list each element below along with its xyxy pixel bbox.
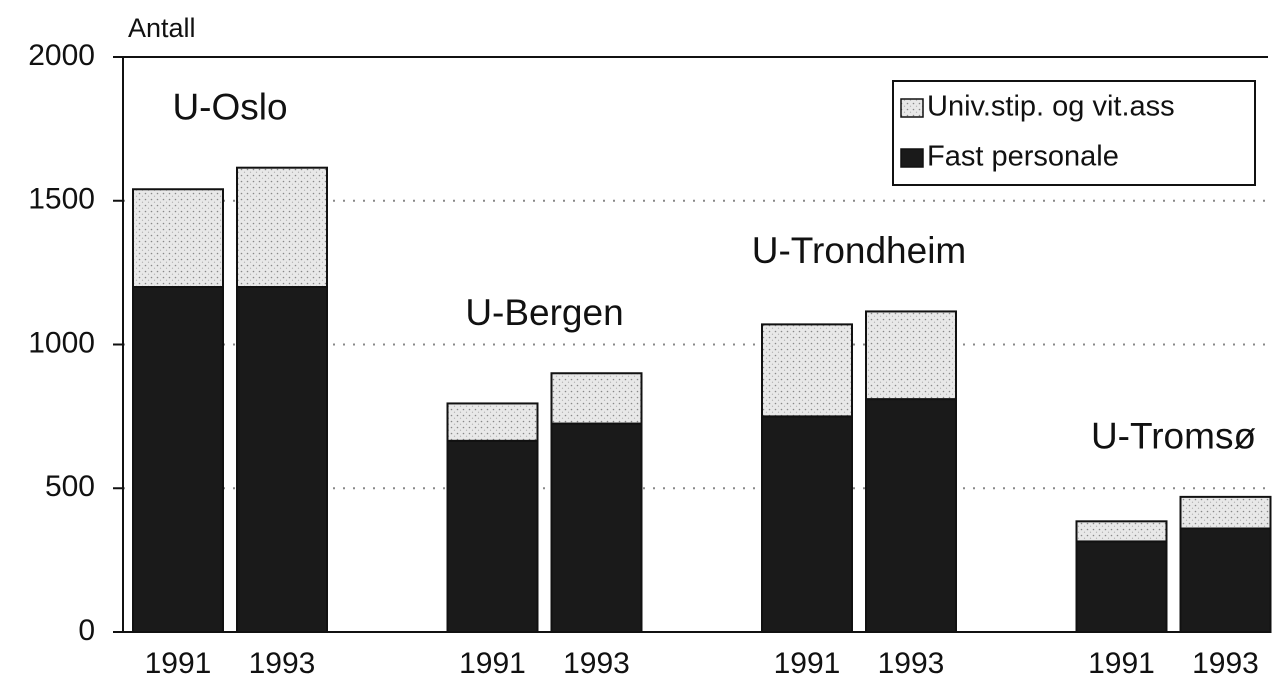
- bar-segment: [1075, 540, 1168, 633]
- bar-segment: [865, 398, 957, 633]
- legend-box: [892, 80, 1256, 186]
- x-tick-label: 1991: [145, 647, 212, 680]
- legend-label: Fast personale: [927, 141, 1119, 173]
- group-label: U-Trondheim: [752, 230, 967, 271]
- y-tick-label: 1000: [28, 326, 95, 359]
- x-tick-label: 1991: [459, 647, 526, 680]
- y-tick-label: 500: [45, 470, 95, 503]
- legend-swatch: [900, 98, 924, 118]
- y-axis-label: Antall: [128, 13, 196, 43]
- x-tick-label: 1993: [249, 647, 316, 680]
- bar-segment: [446, 439, 539, 633]
- bar-segment: [550, 422, 643, 633]
- x-tick-label: 1993: [563, 647, 630, 680]
- bar-segment: [865, 310, 957, 401]
- x-tick-label: 1991: [774, 647, 841, 680]
- group-label: U-Tromsø: [1091, 416, 1256, 457]
- x-tick-label: 1993: [878, 647, 945, 680]
- bar-segment: [132, 188, 224, 288]
- y-tick-label: 1500: [28, 183, 95, 216]
- bar-segment: [761, 323, 853, 418]
- bar-segment: [1075, 520, 1168, 543]
- bar-segment: [550, 372, 643, 425]
- group-label: U-Bergen: [465, 292, 623, 333]
- bar-segment: [1179, 527, 1272, 633]
- bar-segment: [236, 286, 328, 633]
- bar-segment: [761, 415, 853, 633]
- x-tick-label: 1991: [1088, 647, 1155, 680]
- y-tick-label: 2000: [28, 39, 95, 72]
- bar-segment: [446, 402, 539, 442]
- legend-label: Univ.stip. og vit.ass: [927, 91, 1175, 123]
- y-tick-label: 0: [78, 614, 95, 647]
- bar-segment: [132, 286, 224, 633]
- bar-segment: [236, 166, 328, 288]
- group-label: U-Oslo: [172, 86, 287, 127]
- bar-segment: [1179, 495, 1272, 530]
- legend-swatch: [900, 148, 924, 168]
- x-tick-label: 1993: [1192, 647, 1259, 680]
